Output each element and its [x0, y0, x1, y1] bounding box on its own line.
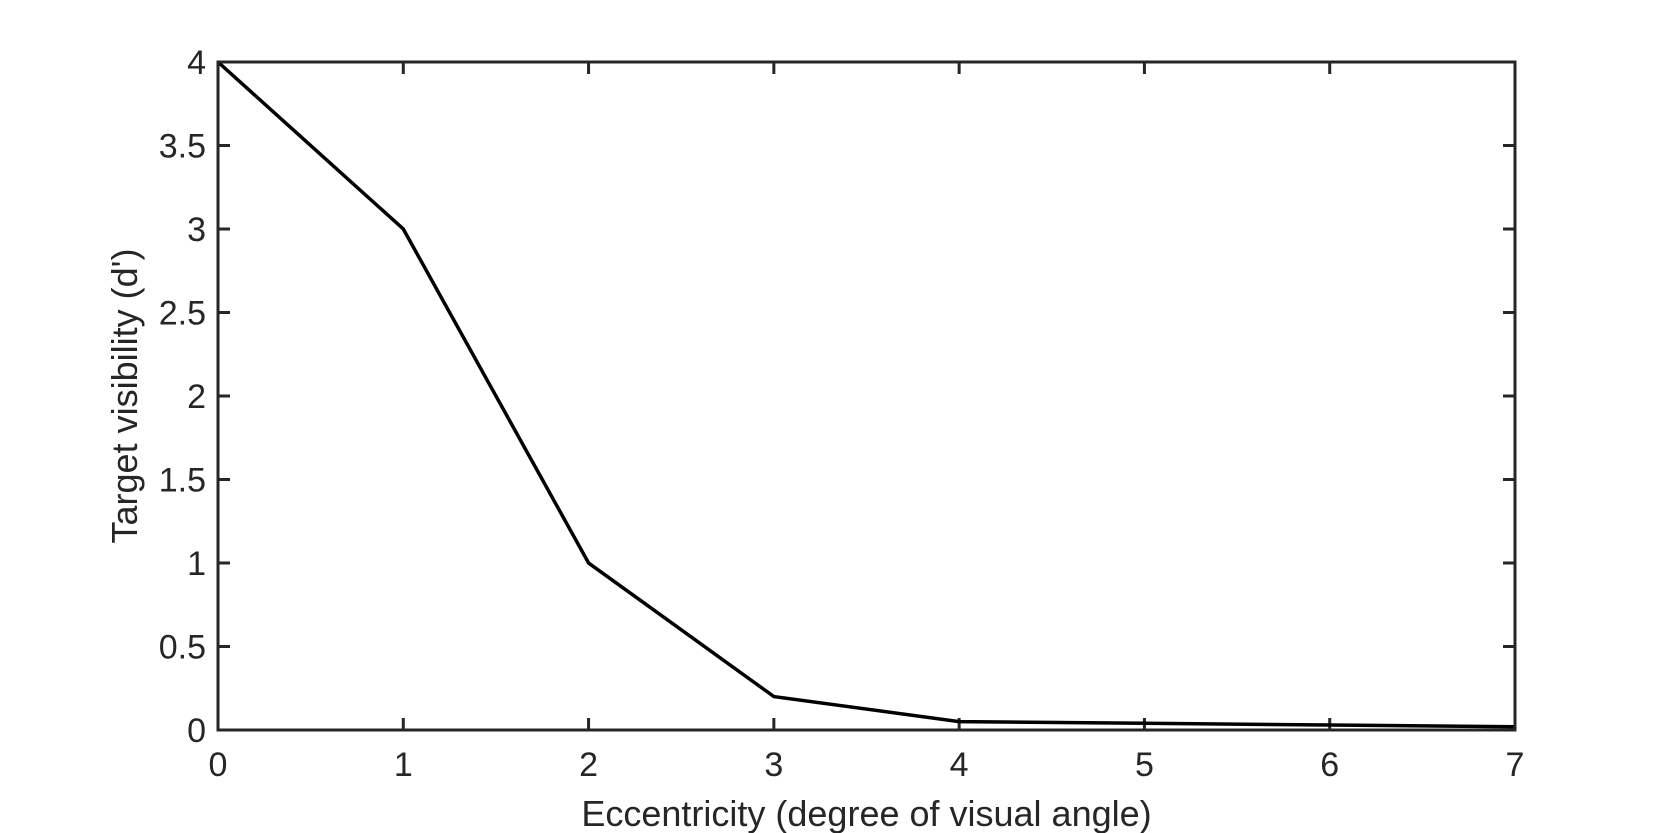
- y-tick-label: 2: [187, 378, 206, 416]
- y-tick-label: 4: [187, 44, 206, 82]
- x-tick-label: 7: [1506, 746, 1525, 784]
- x-tick-label: 1: [394, 746, 413, 784]
- x-tick-label: 2: [579, 746, 598, 784]
- series-group: [216, 60, 1516, 729]
- x-ticks: 0 1 2 3 4 5 6 7: [209, 62, 1525, 784]
- x-tick-label: 5: [1135, 746, 1154, 784]
- series-line: [216, 60, 1516, 729]
- x-tick-label: 4: [950, 746, 969, 784]
- y-ticks: 0 0.5 1 1.5 2 2.5 3 3.5 4: [159, 44, 1515, 750]
- x-tick-label: 6: [1320, 746, 1339, 784]
- y-tick-label: 3.5: [159, 128, 206, 166]
- y-tick-label: 3: [187, 211, 206, 249]
- y-tick-label: 2.5: [159, 295, 206, 333]
- x-tick-label: 0: [209, 746, 228, 784]
- y-tick-label: 1.5: [159, 462, 206, 500]
- x-tick-label: 3: [764, 746, 783, 784]
- y-tick-label: 0: [187, 712, 206, 750]
- y-tick-label: 1: [187, 545, 206, 583]
- plot-area: [218, 62, 1515, 730]
- y-axis-label: Target visibility (d'): [104, 249, 145, 544]
- x-axis-label: Eccentricity (degree of visual angle): [581, 793, 1151, 833]
- y-tick-label: 0.5: [159, 629, 206, 667]
- axes-box: [216, 60, 1517, 732]
